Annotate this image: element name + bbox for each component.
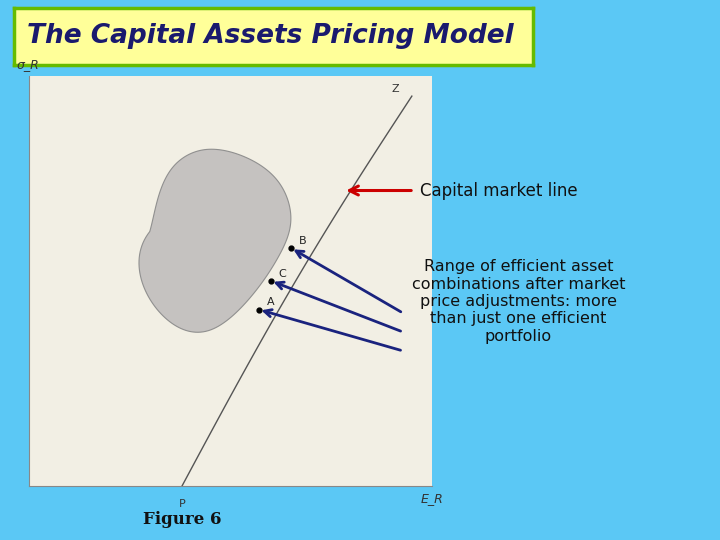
Text: σ_R: σ_R <box>17 58 40 71</box>
FancyArrowPatch shape <box>264 309 400 350</box>
FancyArrowPatch shape <box>276 282 400 331</box>
Text: Capital market line: Capital market line <box>420 181 577 199</box>
Text: A: A <box>266 298 274 307</box>
FancyArrowPatch shape <box>296 251 401 312</box>
Text: C: C <box>279 269 287 279</box>
Text: Z: Z <box>392 84 400 94</box>
FancyArrowPatch shape <box>349 186 411 195</box>
Text: P: P <box>179 498 185 509</box>
Text: B: B <box>299 236 307 246</box>
Text: The Capital Assets Pricing Model: The Capital Assets Pricing Model <box>27 23 514 50</box>
Polygon shape <box>139 149 291 332</box>
Text: Range of efficient asset
combinations after market
price adjustments: more
than : Range of efficient asset combinations af… <box>412 259 625 344</box>
Text: E_R: E_R <box>420 492 444 505</box>
Text: Figure 6: Figure 6 <box>143 511 221 528</box>
